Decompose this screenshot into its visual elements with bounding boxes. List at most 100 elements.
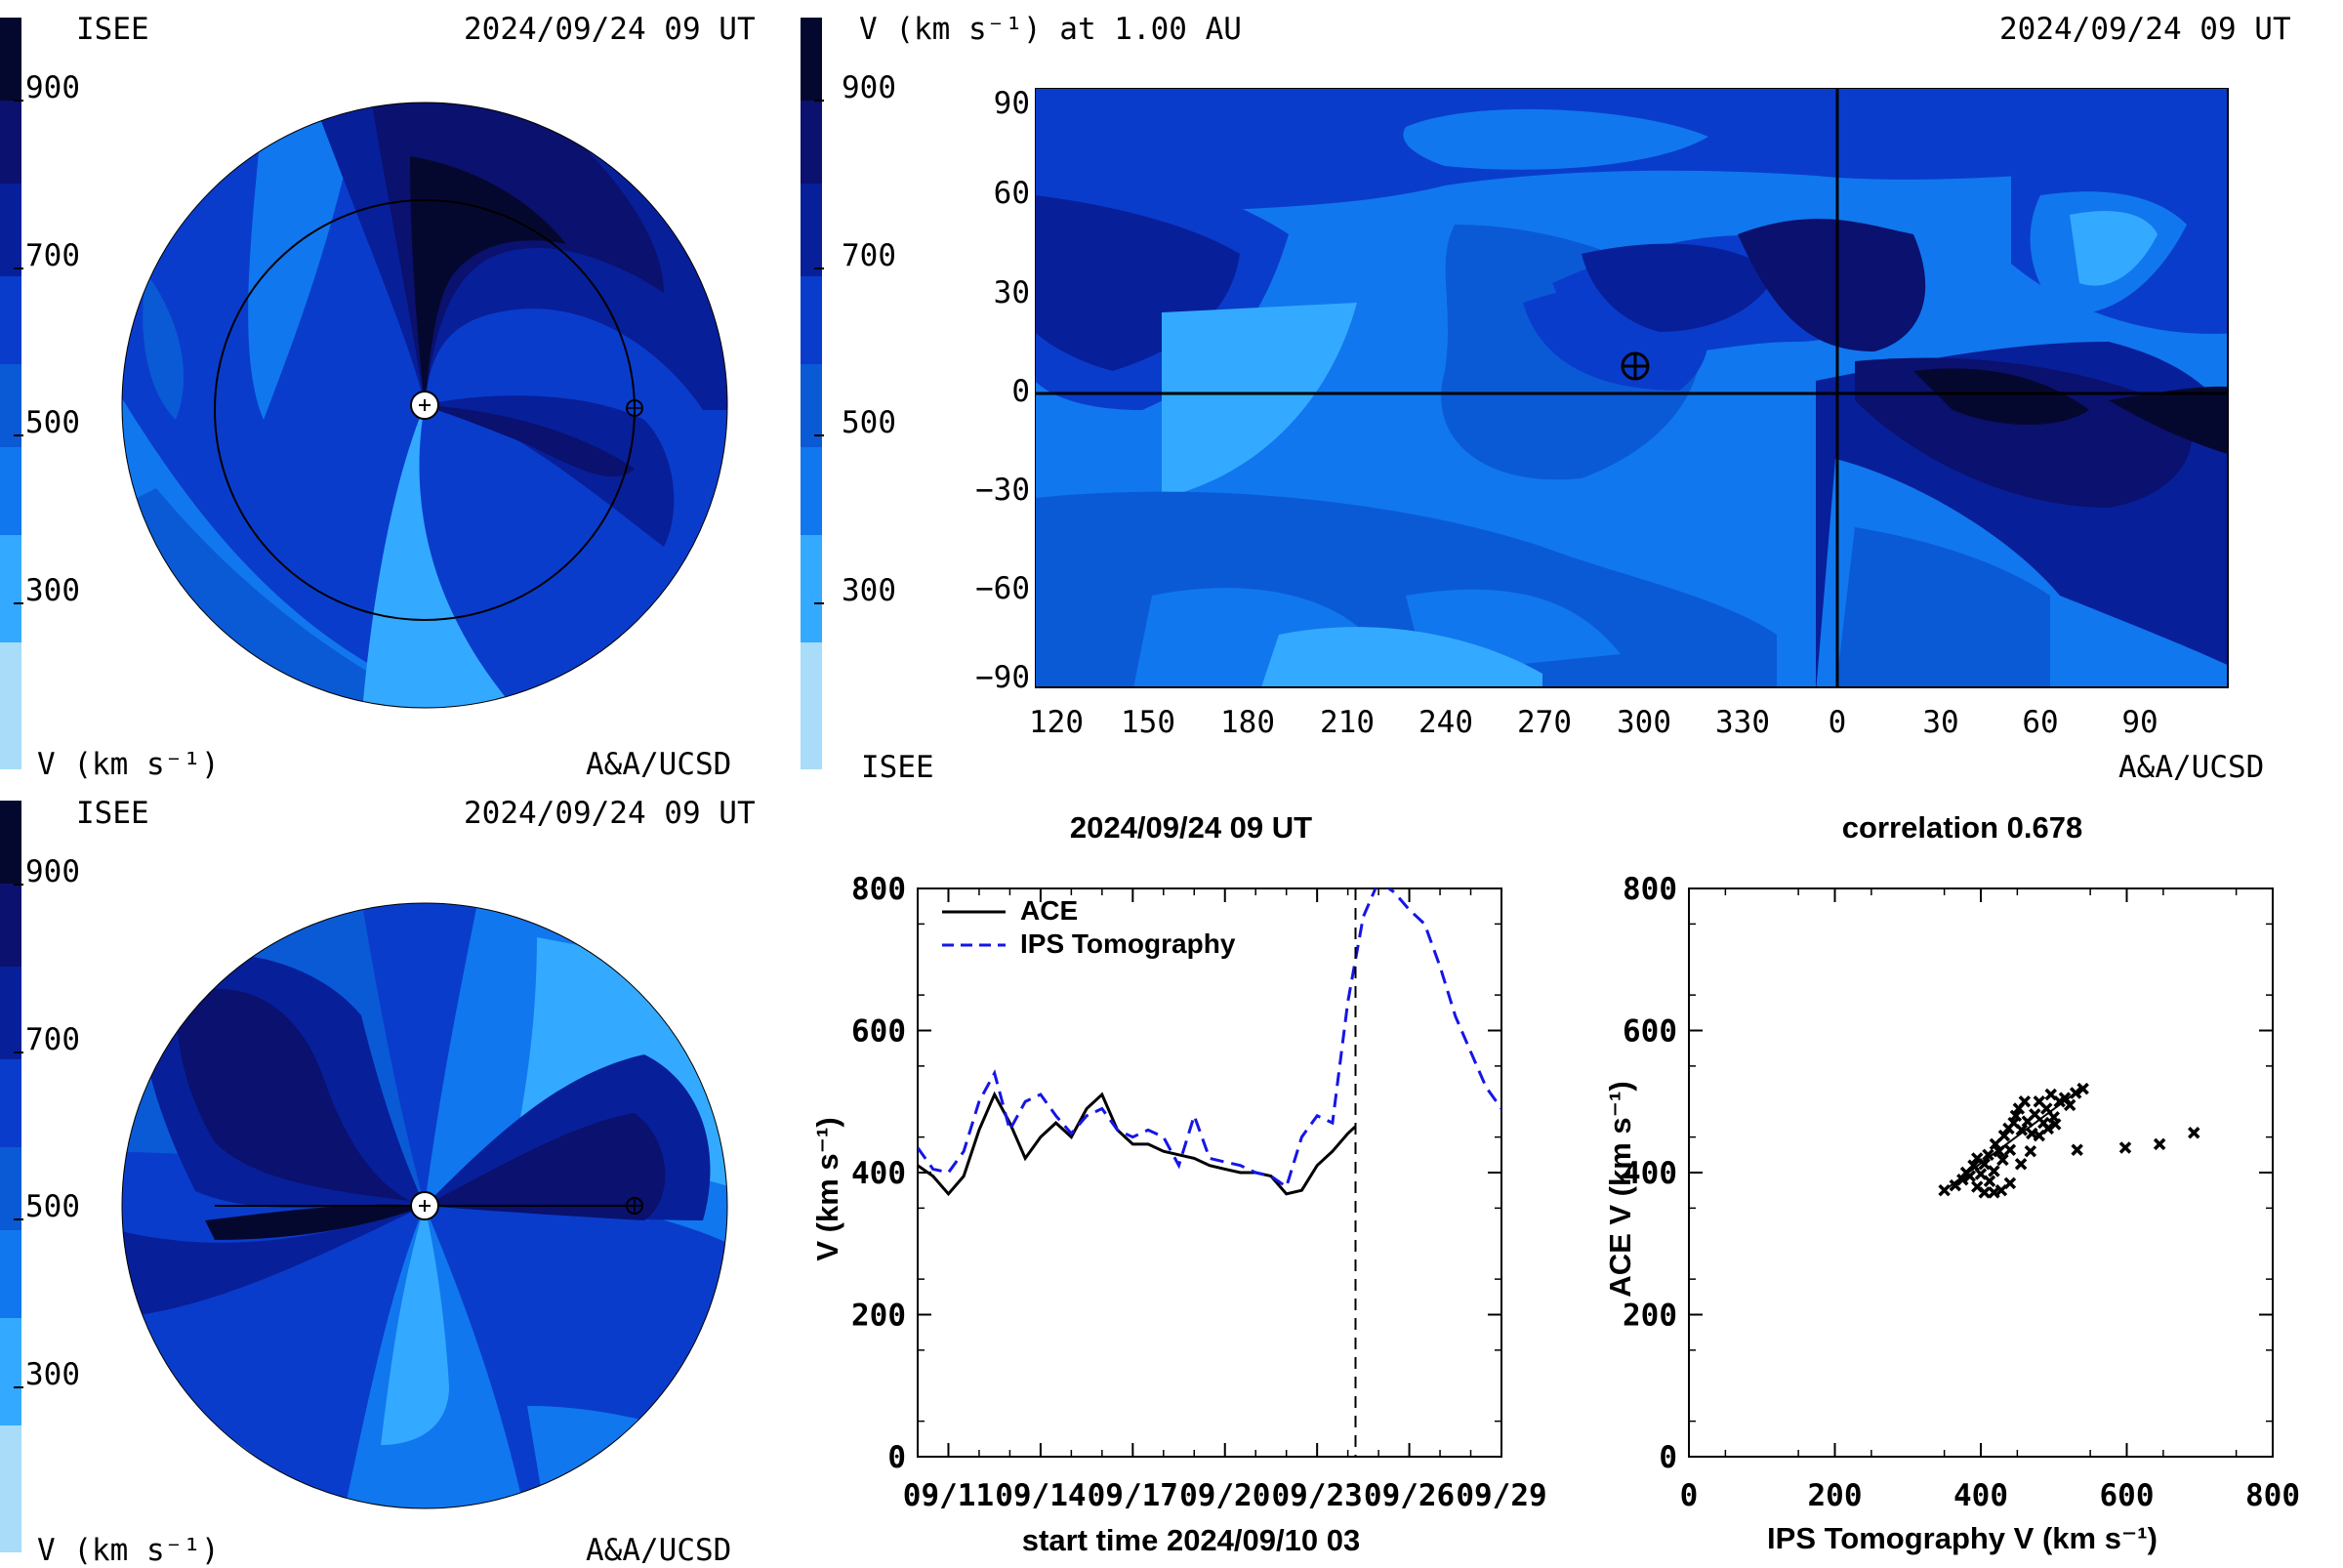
legend-ips-label: IPS Tomography [1020,928,1236,959]
credit-label: A&A/UCSD [586,747,732,782]
x-tick: 180 [1220,705,1275,740]
legend-ace-label: ACE [1020,895,1079,926]
regression-line [1944,1086,2084,1191]
x-tick: 300 [1617,705,1671,740]
credit-label: A&A/UCSD [2118,750,2265,785]
colorbar-tick-300: 300 [842,573,896,608]
panel-top-right: 900 700 500 300 V (km s⁻¹) at 1.00 AU 20… [801,0,2343,785]
y-tick-label: 0 [887,1440,906,1475]
scatter-point [2049,1118,2062,1131]
y-tick: −30 [975,473,1030,508]
scatter-chart: 800 600 400 200 00 200 400 600 800 [1623,872,2300,1513]
scatter-panel: correlation 0.678 ACE V (km s⁻¹) IPS Tom… [1562,801,2343,1562]
x-tick: 150 [1121,705,1175,740]
x-tick-label: 09/20 [1179,1478,1270,1513]
scatter-point [1982,1148,1994,1162]
scatter-point [2063,1098,2076,1112]
map-frame [1035,88,2229,688]
scatter-xlabel: IPS Tomography V (km s⁻¹) [1767,1521,2158,1555]
x-tick-label: 09/29 [1456,1478,1546,1513]
org-label: ISEE [861,750,934,785]
scatter-point [2041,1122,2055,1135]
date-label: 2024/09/24 09 UT [464,796,756,831]
colorbar-tick-300: 300 [25,1357,80,1392]
colorbar-right [801,18,822,769]
x-tick-label: 800 [2245,1478,2300,1513]
colorbar-tick-300: 300 [25,573,80,608]
credit-label: A&A/UCSD [586,1533,732,1568]
scatter-point [2153,1137,2166,1151]
scatter-point [2071,1143,2083,1156]
x-tick-label: 09/23 [1271,1478,1362,1513]
scatter-point [2024,1144,2037,1158]
org-label: ISEE [76,796,149,831]
scatter-point [2014,1158,2028,1171]
y-tick-label: 400 [1623,1156,1677,1191]
y-tick: −90 [975,660,1030,695]
scatter-point [2009,1109,2023,1123]
scatter-point [1978,1158,1991,1171]
colorbar-tick-500: 500 [25,405,80,440]
x-tick: 330 [1715,705,1770,740]
y-tick-label: 600 [851,1014,906,1050]
y-tick: −60 [975,571,1030,606]
scatter-point [2076,1082,2089,1095]
scatter-point [2015,1124,2029,1136]
scatter-point [1988,1165,2000,1177]
x-tick-label: 09/14 [995,1478,1086,1513]
y-tick-label: 0 [1659,1440,1677,1475]
x-tick: 210 [1320,705,1375,740]
polar-map-ecliptic [121,102,728,709]
x-tick: 270 [1517,705,1572,740]
scatter-point [1997,1129,2011,1142]
y-tick: 30 [993,275,1030,310]
y-tick-label: 400 [851,1156,906,1191]
x-tick: 120 [1029,705,1084,740]
scatter-point [2003,1143,2017,1156]
panel-bottom-left: 900 700 500 300 ISEE 2024/09/24 09 UT V … [0,786,801,1568]
scatter-point [1996,1153,2009,1167]
plot-frame [917,887,1502,1458]
y-tick-label: 800 [851,872,906,907]
colorbar-left-bottom [0,801,21,1552]
scatter-title: correlation 0.678 [1841,810,2083,845]
x-tick-label: 400 [1953,1478,2008,1513]
x-tick-label: 0 [1680,1478,1699,1513]
colorbar-tick-700: 700 [25,1022,80,1057]
scatter-point [2118,1141,2132,1154]
y-tick-label: 600 [1623,1014,1677,1050]
date-label: 2024/09/24 09 UT [464,12,756,47]
colorbar-tick-900: 900 [25,854,80,889]
colorbar-tick-500: 500 [842,405,896,440]
x-tick-label: 200 [1808,1478,1863,1513]
x-tick-label: 09/26 [1364,1478,1455,1513]
scatter-point [2003,1176,2017,1190]
x-tick: 30 [1922,705,1959,740]
series-ips-line [918,888,1501,1190]
scatter-point [2188,1127,2200,1139]
scatter-point [2018,1095,2032,1108]
scatter-point [2029,1108,2041,1121]
unit-label: V (km s⁻¹) [37,747,220,782]
y-tick-label: 200 [851,1299,906,1334]
scatter-point [1978,1186,1991,1199]
colorbar-tick-700: 700 [25,238,80,273]
x-tick: 0 [1828,705,1847,740]
colorbar-tick-700: 700 [842,238,896,273]
timeseries-panel: 2024/09/24 09 UT V (km s⁻¹) start time 2… [781,801,1562,1562]
x-tick-label: 09/17 [1088,1478,1178,1513]
timeseries-xlabel: start time 2024/09/10 03 [1021,1523,1361,1557]
series-ace-line [918,1091,1357,1197]
scatter-point [1956,1174,1969,1186]
y-tick: 60 [993,176,1030,211]
x-tick: 60 [2022,705,2059,740]
x-tick-label: 09/11 [903,1478,994,1513]
date-label: 2024/09/24 09 UT [1999,12,2291,47]
scatter-point [1989,1137,2002,1151]
y-tick: 90 [993,86,1030,121]
timeseries-title: 2024/09/24 09 UT [1069,810,1313,845]
y-tick-label: 800 [1623,872,1677,907]
panel-top-left: 900 700 500 300 ISEE 2024/09/24 09 UT V … [0,0,801,782]
synoptic-map [1035,88,2229,688]
colorbar-tick-500: 500 [25,1189,80,1224]
